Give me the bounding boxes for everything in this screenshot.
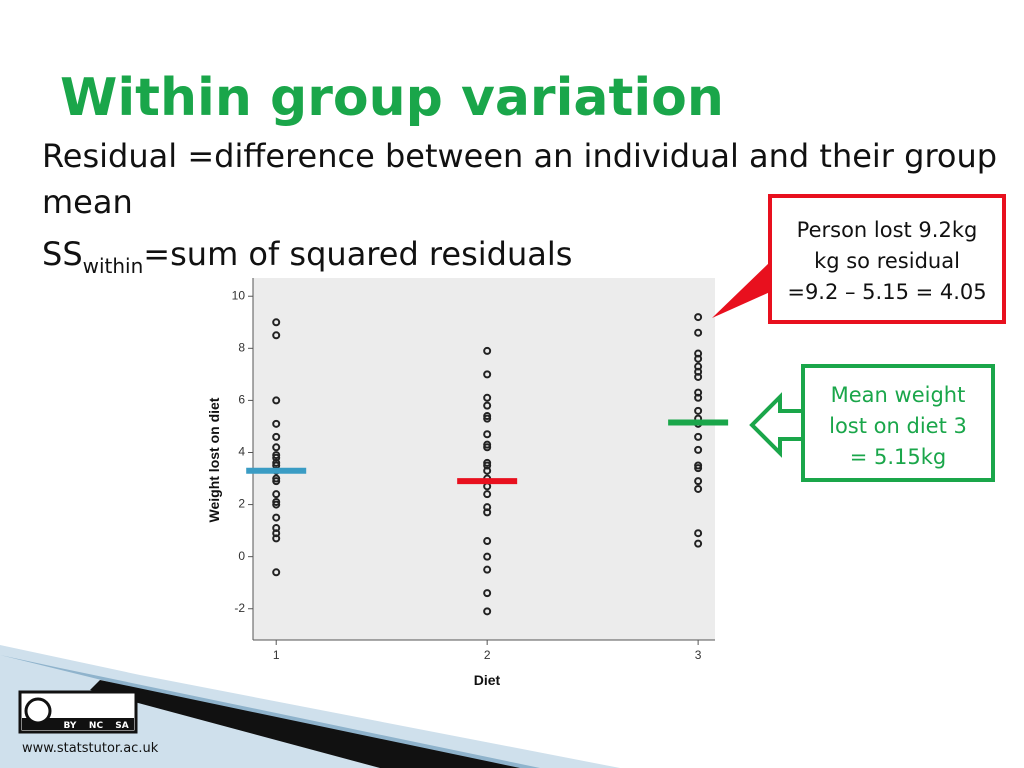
license-label: NC bbox=[89, 721, 104, 731]
point bbox=[483, 607, 492, 616]
callout-text: Mean weight bbox=[831, 383, 966, 407]
point bbox=[272, 500, 281, 509]
decoration bbox=[90, 680, 520, 768]
y-tick-label: 10 bbox=[232, 288, 246, 302]
y-tick-label: 4 bbox=[238, 445, 245, 459]
point bbox=[483, 552, 492, 561]
y-tick-label: 2 bbox=[238, 497, 245, 511]
point bbox=[483, 346, 492, 355]
point bbox=[272, 396, 281, 405]
point bbox=[272, 513, 281, 522]
bullet-box: Residual =difference between an individu… bbox=[42, 137, 998, 221]
point bbox=[694, 484, 703, 493]
decoration bbox=[0, 645, 620, 768]
point bbox=[272, 477, 281, 486]
callout-text: lost on diet 3 bbox=[829, 414, 967, 438]
x-tick-label: 1 bbox=[273, 648, 280, 662]
callout-box bbox=[801, 364, 995, 482]
license-label: SA bbox=[115, 721, 128, 731]
x-tick-label: 2 bbox=[484, 648, 491, 662]
callout-text: Person lost 9.2kg bbox=[797, 218, 978, 242]
point bbox=[483, 414, 492, 423]
point bbox=[483, 589, 492, 598]
point bbox=[272, 432, 281, 441]
point bbox=[694, 393, 703, 402]
point bbox=[483, 466, 492, 475]
ss-line: SSwithin=sum of squared residuals bbox=[42, 235, 572, 278]
point bbox=[694, 354, 703, 363]
x-tick-label: 3 bbox=[695, 648, 702, 662]
point bbox=[272, 534, 281, 543]
point bbox=[694, 445, 703, 454]
point bbox=[694, 539, 703, 548]
point bbox=[694, 464, 703, 473]
y-axis-label: Weight lost on diet bbox=[206, 397, 222, 522]
point bbox=[483, 443, 492, 452]
point bbox=[694, 432, 703, 441]
point bbox=[272, 443, 281, 452]
point bbox=[483, 401, 492, 410]
point bbox=[272, 318, 281, 327]
callout-text: = 5.15kg bbox=[850, 445, 947, 469]
point bbox=[272, 568, 281, 577]
cc-band bbox=[22, 718, 134, 730]
point bbox=[483, 565, 492, 574]
x-axis-label: Diet bbox=[474, 672, 501, 688]
ss-prefix: SS bbox=[42, 235, 83, 273]
point bbox=[483, 508, 492, 517]
ss-rest: =sum of squared residuals bbox=[143, 235, 572, 273]
point bbox=[272, 419, 281, 428]
point bbox=[694, 406, 703, 415]
callout-pointer bbox=[712, 262, 770, 318]
point bbox=[694, 328, 703, 337]
license-label: BY bbox=[64, 721, 77, 731]
point bbox=[272, 331, 281, 340]
bullet: Residual =difference between an individu… bbox=[42, 137, 998, 221]
y-tick-label: 8 bbox=[238, 340, 245, 354]
callout-box bbox=[768, 194, 1006, 324]
point bbox=[272, 490, 281, 499]
callout-text: =9.2 – 5.15 = 4.05 bbox=[787, 280, 986, 304]
point bbox=[694, 529, 703, 538]
callout-text: kg so residual bbox=[814, 249, 960, 273]
y-tick-label: 0 bbox=[238, 549, 245, 563]
point bbox=[694, 477, 703, 486]
y-tick-label: 6 bbox=[238, 393, 245, 407]
point bbox=[694, 313, 703, 322]
cc-icon bbox=[24, 697, 52, 725]
callout-arrow bbox=[749, 392, 806, 458]
footer: www.statstutor.ac.uk bbox=[22, 741, 159, 756]
point bbox=[483, 430, 492, 439]
plot-area bbox=[253, 278, 715, 640]
point bbox=[483, 393, 492, 402]
y-tick-label: -2 bbox=[234, 601, 245, 615]
ss-subscript: within bbox=[83, 254, 144, 278]
point bbox=[483, 490, 492, 499]
slide-title: Within group variation bbox=[60, 68, 724, 128]
point bbox=[483, 370, 492, 379]
point bbox=[483, 537, 492, 546]
point bbox=[694, 372, 703, 381]
